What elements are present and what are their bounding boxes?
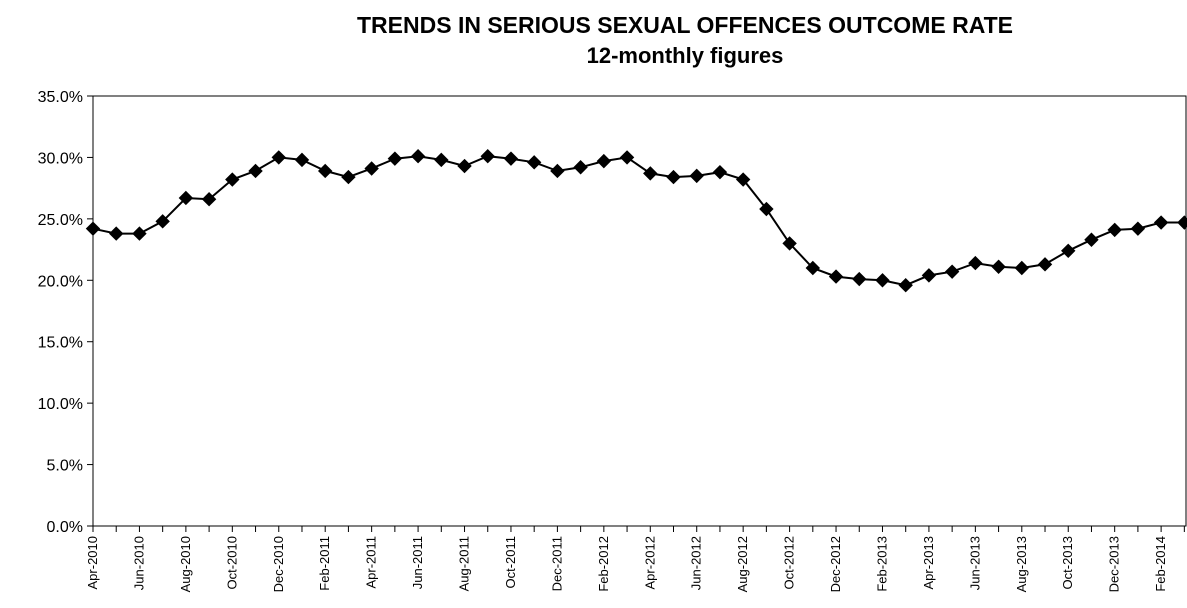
data-point xyxy=(805,260,821,276)
data-point xyxy=(921,268,937,283)
data-point xyxy=(294,152,310,168)
data-point xyxy=(1130,221,1146,236)
data-point xyxy=(689,168,704,184)
y-tick-label: 5.0% xyxy=(47,458,83,475)
data-point xyxy=(759,201,774,217)
x-tick-label: Aug-2013 xyxy=(1014,536,1029,592)
data-point xyxy=(898,277,913,293)
data-point xyxy=(155,214,170,229)
data-point xyxy=(1107,222,1122,238)
x-tick-label: Oct-2012 xyxy=(782,536,797,589)
data-point xyxy=(643,166,658,181)
x-tick-label: Apr-2012 xyxy=(642,536,657,589)
data-point xyxy=(178,190,194,206)
x-tick-label: Apr-2011 xyxy=(364,536,379,589)
x-tick-label: Jun-2012 xyxy=(689,536,704,590)
data-point xyxy=(828,269,844,284)
data-point xyxy=(1014,260,1030,276)
x-tick-label: Jun-2010 xyxy=(131,536,146,590)
data-point xyxy=(1177,215,1187,230)
data-point xyxy=(852,271,867,287)
x-tick-label: Dec-2012 xyxy=(828,536,843,592)
data-point xyxy=(503,151,519,166)
data-point xyxy=(666,169,681,185)
data-point xyxy=(991,259,1006,274)
data-point xyxy=(225,172,240,187)
data-point xyxy=(735,172,751,187)
data-point xyxy=(1037,257,1053,272)
x-tick-label: Oct-2013 xyxy=(1060,536,1075,589)
chart-title: TRENDS IN SERIOUS SEXUAL OFFENCES OUTCOM… xyxy=(357,12,1013,38)
x-tick-label: Oct-2011 xyxy=(503,536,518,589)
x-tick-label: Jun-2013 xyxy=(967,536,982,590)
data-point xyxy=(248,163,263,179)
data-point xyxy=(550,163,565,179)
data-point xyxy=(1153,215,1169,230)
x-tick-label: Aug-2012 xyxy=(735,536,750,592)
data-point xyxy=(410,148,426,164)
x-tick-label: Feb-2012 xyxy=(596,536,611,592)
x-tick-label: Aug-2010 xyxy=(178,536,193,592)
data-point xyxy=(712,164,728,180)
data-point xyxy=(782,236,797,251)
y-tick-label: 30.0% xyxy=(38,150,83,167)
y-tick-label: 25.0% xyxy=(38,212,83,229)
x-tick-label: Jun-2011 xyxy=(410,536,425,589)
data-point xyxy=(1084,232,1099,247)
x-tick-label: Apr-2010 xyxy=(85,536,100,589)
x-tick-label: Apr-2013 xyxy=(921,536,936,589)
data-point xyxy=(573,160,588,175)
data-point xyxy=(132,226,147,241)
y-tick-label: 0.0% xyxy=(47,519,83,536)
data-point xyxy=(109,226,124,241)
data-point xyxy=(457,158,472,174)
data-point xyxy=(201,191,217,207)
plot-frame xyxy=(92,95,1187,527)
y-tick-label: 10.0% xyxy=(38,396,83,413)
data-point xyxy=(480,148,495,164)
x-tick-label: Oct-2010 xyxy=(224,536,239,589)
data-point xyxy=(364,161,379,176)
x-tick-label: Feb-2014 xyxy=(1153,536,1168,592)
data-point xyxy=(875,273,890,288)
x-tick-label: Aug-2011 xyxy=(457,536,472,591)
y-tick-label: 35.0% xyxy=(38,89,83,106)
chart-subtitle: 12-monthly figures xyxy=(586,43,784,68)
data-point xyxy=(526,155,542,170)
data-point xyxy=(944,264,960,279)
data-point xyxy=(271,150,286,165)
data-point xyxy=(434,152,449,168)
data-point xyxy=(85,221,101,236)
x-tick-label: Dec-2010 xyxy=(271,536,286,592)
data-point xyxy=(341,169,356,185)
data-point xyxy=(387,151,403,166)
x-tick-label: Feb-2011 xyxy=(317,536,332,591)
data-point xyxy=(317,163,333,179)
y-tick-label: 20.0% xyxy=(38,273,83,290)
x-tick-label: Dec-2013 xyxy=(1107,536,1122,592)
x-tick-label: Dec-2011 xyxy=(549,536,564,591)
data-point xyxy=(596,153,612,169)
data-point xyxy=(1061,243,1076,259)
y-tick-label: 15.0% xyxy=(38,335,83,352)
x-tick-label: Feb-2013 xyxy=(874,536,889,592)
data-point xyxy=(968,255,983,271)
data-point xyxy=(619,150,635,165)
